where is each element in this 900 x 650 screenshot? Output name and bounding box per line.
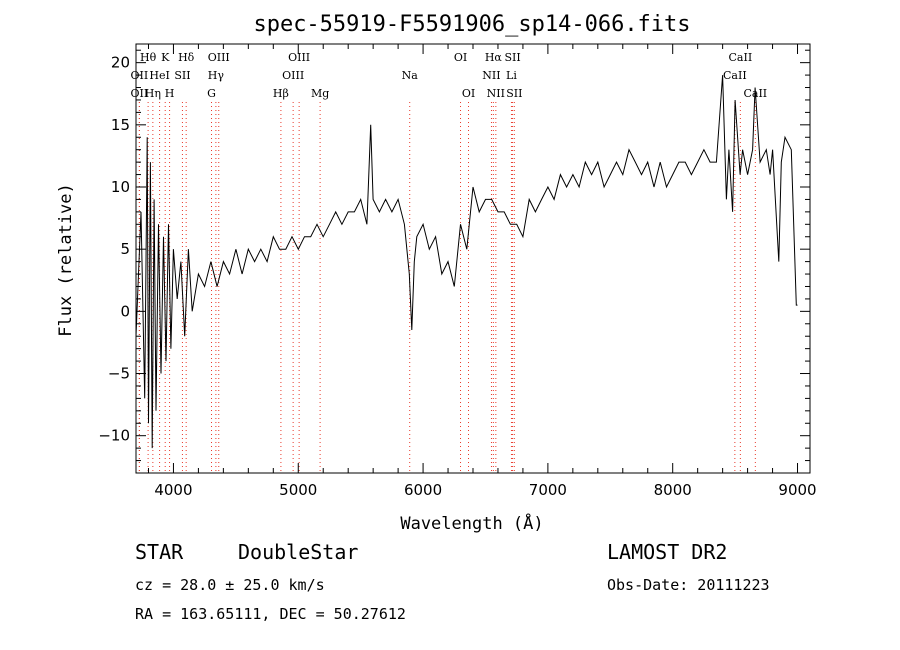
y-tick-label: 0 bbox=[120, 302, 130, 320]
x-tick-label: 7000 bbox=[529, 481, 567, 499]
x-tick-label: 8000 bbox=[654, 481, 692, 499]
line-label: OIII bbox=[288, 51, 310, 64]
object-class: STAR bbox=[135, 540, 184, 564]
line-label: Hη bbox=[145, 87, 161, 100]
y-axis-label: Flux (relative) bbox=[56, 183, 76, 337]
line-label: HeI bbox=[149, 69, 169, 82]
observation-date: Obs-Date: 20111223 bbox=[607, 576, 770, 594]
spectrum-line bbox=[135, 75, 798, 449]
line-label: Li bbox=[506, 69, 517, 82]
survey-name: LAMOST DR2 bbox=[607, 540, 728, 564]
line-label: OII bbox=[131, 87, 149, 100]
line-markers bbox=[138, 102, 756, 473]
x-axis-label: Wavelength (Å) bbox=[400, 512, 543, 534]
object-subclass: DoubleStar bbox=[238, 540, 359, 564]
line-label: K bbox=[161, 51, 170, 64]
line-label: OI bbox=[454, 51, 467, 64]
line-label: Hβ bbox=[273, 87, 289, 100]
y-tick-label: −5 bbox=[108, 365, 130, 383]
y-axis: −10 −5 0 5 10 15 20 bbox=[98, 49, 810, 462]
y-tick-label: 5 bbox=[120, 240, 130, 258]
x-tick-label: 6000 bbox=[404, 481, 442, 499]
y-tick-label: −10 bbox=[98, 427, 130, 445]
line-label: SII bbox=[174, 69, 190, 82]
line-label: G bbox=[207, 87, 216, 100]
line-label: H bbox=[165, 87, 175, 100]
line-label: Na bbox=[402, 69, 419, 82]
y-tick-label: 20 bbox=[111, 54, 130, 72]
line-label: Hγ bbox=[208, 69, 225, 82]
x-tick-label: 4000 bbox=[154, 481, 192, 499]
y-tick-label: 10 bbox=[111, 178, 130, 196]
y-tick-label: 15 bbox=[111, 116, 130, 134]
line-label: Hθ bbox=[140, 51, 157, 64]
x-tick-label: 9000 bbox=[778, 481, 816, 499]
plot-frame bbox=[135, 43, 811, 474]
line-label: CaII bbox=[723, 69, 747, 82]
line-label: Hα bbox=[485, 51, 503, 64]
line-label: SII bbox=[506, 87, 522, 100]
chart-title: spec-55919-F5591906_sp14-066.fits bbox=[253, 12, 690, 37]
line-label: SII bbox=[504, 51, 520, 64]
line-label: CaII bbox=[729, 51, 753, 64]
redshift-readout: cz = 28.0 ± 25.0 km/s bbox=[135, 576, 325, 594]
x-axis: 4000 5000 6000 7000 8000 9000 bbox=[147, 44, 817, 499]
x-tick-label: 5000 bbox=[279, 481, 317, 499]
line-label: OIII bbox=[282, 69, 304, 82]
line-label: NII bbox=[482, 69, 500, 82]
coordinates-readout: RA = 163.65111, DEC = 50.27612 bbox=[135, 605, 406, 623]
line-label: NII bbox=[487, 87, 505, 100]
line-label: OIII bbox=[208, 51, 230, 64]
line-label: Mg bbox=[311, 87, 329, 100]
line-label: OI bbox=[462, 87, 475, 100]
line-label: Hδ bbox=[178, 51, 195, 64]
